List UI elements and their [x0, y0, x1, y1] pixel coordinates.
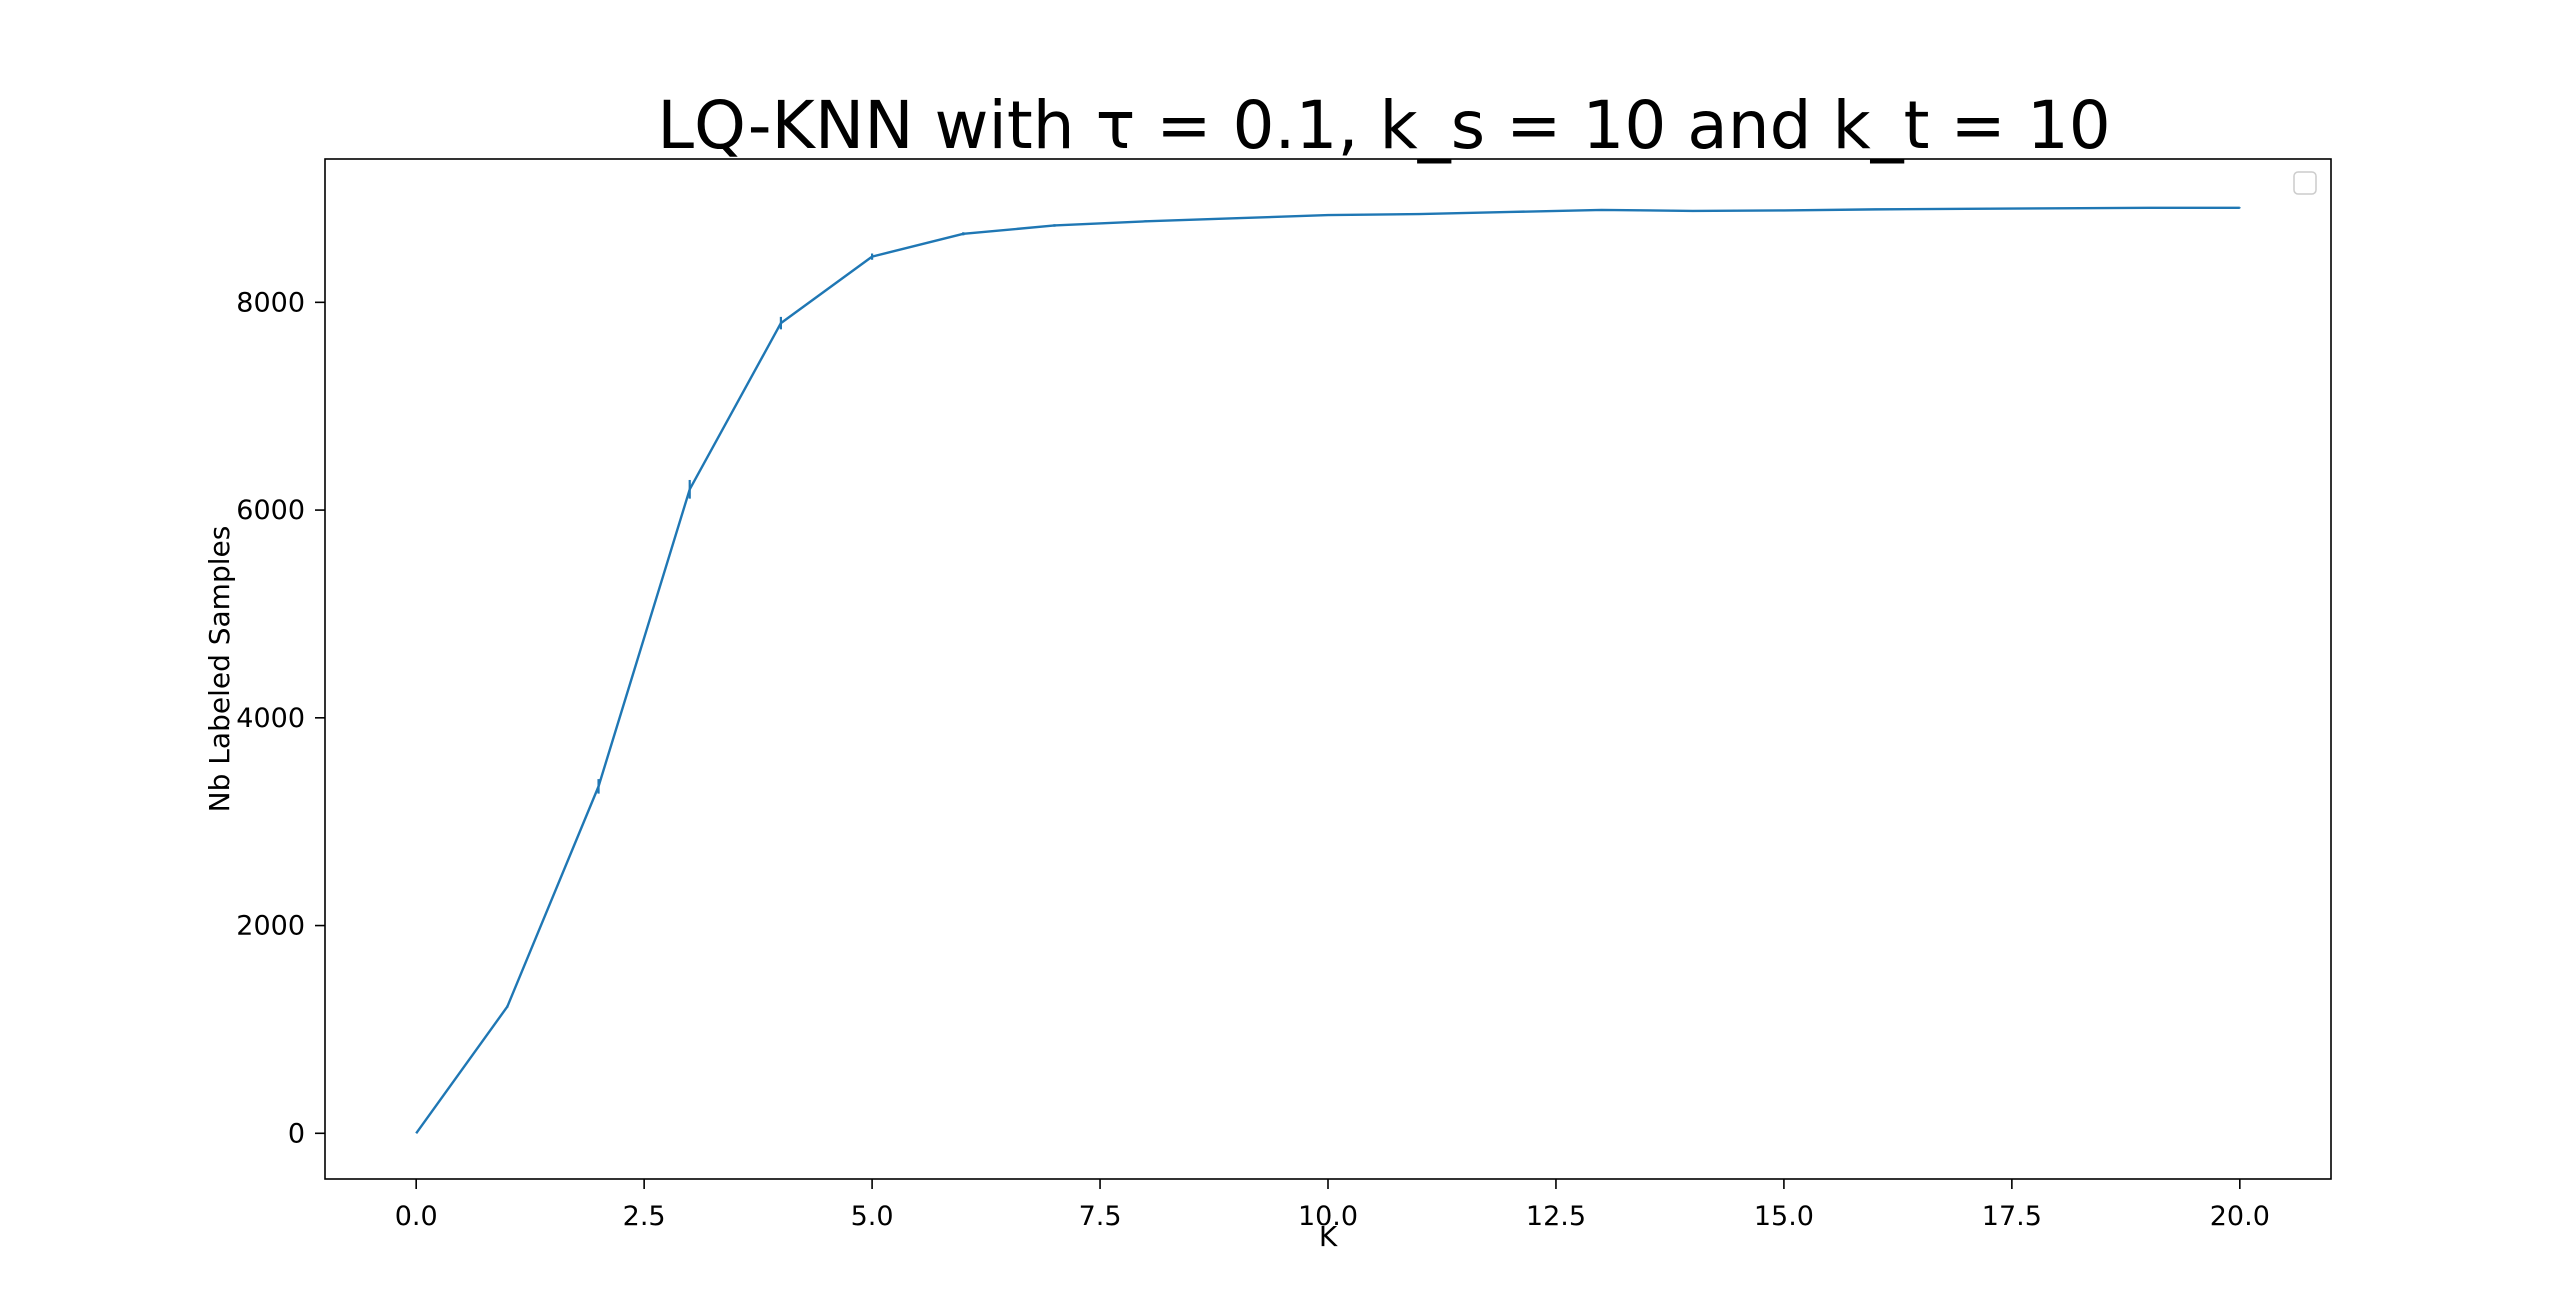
x-tick-label: 12.5	[1526, 1201, 1586, 1232]
legend	[2293, 171, 2317, 195]
y-axis-label: Nb Labeled Samples	[203, 526, 236, 813]
y-tick-label: 0	[288, 1118, 305, 1149]
y-tick-label: 8000	[236, 287, 305, 318]
series-line	[415, 206, 2240, 1135]
x-tick-label: 0.0	[395, 1201, 438, 1232]
y-tick-label: 4000	[236, 703, 305, 734]
x-tick-label: 5.0	[851, 1201, 894, 1232]
x-axis-label: K	[1319, 1220, 1338, 1253]
chart-title: LQ-KNN with τ = 0.1, k_s = 10 and k_t = …	[657, 87, 2111, 164]
x-tick-label: 15.0	[1754, 1201, 1814, 1232]
y-tick-label: 6000	[236, 495, 305, 526]
plot-frame	[324, 158, 2332, 1180]
y-tick-label: 2000	[236, 911, 305, 942]
x-axis: 0.0 2.5 5.0 7.5 10.0 12.5 15.0 17.5 20.0	[395, 1179, 2270, 1232]
x-tick-label: 2.5	[623, 1201, 666, 1232]
plot-area	[415, 206, 2241, 1135]
y-axis: 0 2000 4000 6000 8000	[236, 287, 325, 1149]
x-tick-label: 20.0	[2210, 1201, 2270, 1232]
x-tick-label: 7.5	[1079, 1201, 1122, 1232]
x-tick-label: 17.5	[1982, 1201, 2042, 1232]
x-tick-label: 10.0	[1298, 1201, 1358, 1232]
